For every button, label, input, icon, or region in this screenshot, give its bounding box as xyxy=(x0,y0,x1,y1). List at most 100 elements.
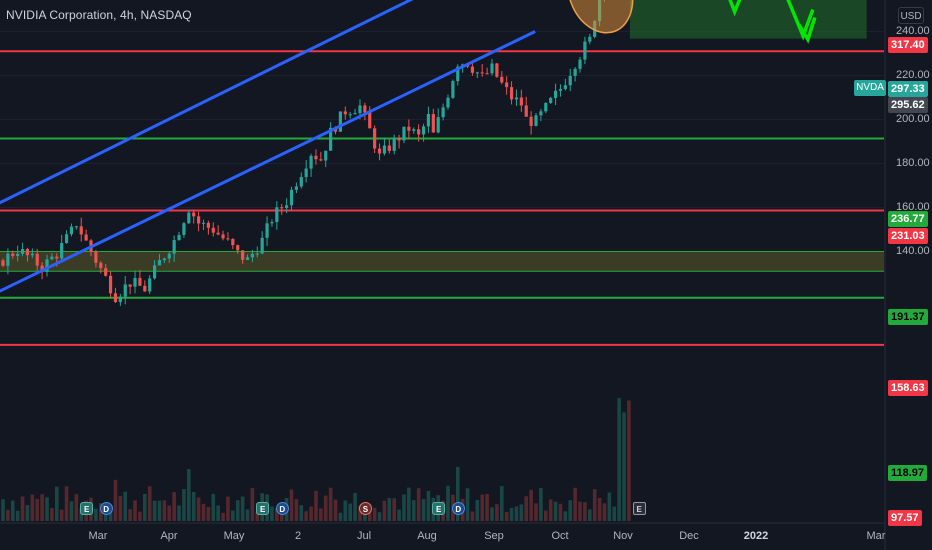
candle-body xyxy=(11,253,15,256)
volume-bar xyxy=(455,466,460,521)
take-profit-zone[interactable] xyxy=(629,0,867,39)
earnings-event-icon[interactable]: E xyxy=(432,502,446,515)
volume-bar xyxy=(30,494,35,521)
volume-bar xyxy=(392,498,396,521)
candle-body xyxy=(245,257,250,260)
volume-bar xyxy=(519,504,524,521)
volume-bar xyxy=(627,400,631,521)
volume-bar xyxy=(328,487,333,521)
price-tag: 295.62 xyxy=(888,97,928,113)
candle-body xyxy=(304,168,308,177)
candle-body xyxy=(539,111,543,116)
candle-body xyxy=(55,256,59,259)
price-tag: 97.57 xyxy=(888,510,922,526)
volume-bar xyxy=(470,511,475,521)
volume-bar xyxy=(245,509,250,521)
candle-body xyxy=(368,112,372,129)
highlight-ellipse[interactable] xyxy=(557,0,644,42)
candle-body xyxy=(446,97,450,108)
candle-body xyxy=(20,248,25,254)
volume-bar xyxy=(289,489,294,521)
candle-body xyxy=(211,227,215,233)
volume-bar xyxy=(304,511,308,521)
candle-body xyxy=(226,238,230,240)
volume-bar xyxy=(490,507,494,521)
volume-bar xyxy=(446,485,450,521)
volume-bar xyxy=(426,490,431,521)
projection-path[interactable] xyxy=(632,0,815,41)
volume-bar xyxy=(411,500,416,521)
candle-body xyxy=(441,107,445,118)
candle-body xyxy=(519,97,523,106)
volume-bar xyxy=(529,489,533,521)
volume-bar xyxy=(118,496,123,521)
candle-body xyxy=(1,260,5,266)
candle-body xyxy=(563,85,567,90)
candle-body xyxy=(79,226,83,235)
price-axis-label: 180.00 xyxy=(896,156,930,169)
candle-body xyxy=(69,226,74,235)
price-tag: 297.33 xyxy=(888,81,928,97)
price-tag: 231.03 xyxy=(888,228,928,244)
volume-bar xyxy=(480,494,485,521)
volume-bar xyxy=(588,509,592,521)
currency-button[interactable]: USD xyxy=(898,7,924,24)
candle-body xyxy=(162,258,166,261)
volume-bar xyxy=(377,512,382,521)
candle-body xyxy=(148,278,152,292)
volume-bar xyxy=(622,412,626,521)
volume-bar xyxy=(182,488,186,521)
candle-body xyxy=(104,268,108,276)
candle-body xyxy=(382,145,387,154)
candle-body xyxy=(250,253,254,258)
dividend-event-icon[interactable]: D xyxy=(275,502,289,515)
volume-bar xyxy=(578,501,582,521)
earnings-event-icon[interactable]: E xyxy=(632,502,646,515)
channel-lower-line[interactable] xyxy=(0,30,536,311)
volume-bar xyxy=(475,499,480,521)
time-axis-label: Nov xyxy=(613,530,633,542)
volume-bar xyxy=(353,492,357,521)
candle-body xyxy=(128,284,132,287)
volume-bar xyxy=(363,510,367,521)
volume-bar xyxy=(367,510,372,521)
candle-body xyxy=(470,66,475,73)
volume-bar xyxy=(495,504,499,521)
volume-bar xyxy=(162,500,167,521)
channel-upper-line[interactable] xyxy=(0,0,538,223)
volume-bar xyxy=(358,505,362,521)
volume-bar xyxy=(568,500,573,521)
earnings-event-icon[interactable]: E xyxy=(80,502,94,515)
volume-bar xyxy=(485,494,489,521)
split-event-icon[interactable]: S xyxy=(358,502,372,515)
time-axis-label: Mar xyxy=(866,530,886,542)
price-axis-label: 160.00 xyxy=(896,200,930,213)
volume-bar xyxy=(20,496,25,521)
volume-bar xyxy=(59,509,64,521)
earnings-event-icon[interactable]: E xyxy=(256,502,270,515)
time-axis-label: Dec xyxy=(679,530,699,542)
projection-arrowhead xyxy=(797,16,817,44)
volume-bar xyxy=(40,494,44,521)
candle-body xyxy=(192,212,196,217)
candle-body xyxy=(578,59,582,69)
volume-bar xyxy=(35,499,40,521)
candle-body xyxy=(373,128,377,149)
volume-bar xyxy=(309,506,313,521)
volume-bar xyxy=(152,500,157,521)
volume-bar xyxy=(338,512,343,521)
volume-bar xyxy=(167,505,172,521)
volume-bar xyxy=(74,494,79,521)
candle-body xyxy=(329,127,333,151)
candle-body xyxy=(505,82,509,88)
candle-body xyxy=(35,253,39,266)
volume-bar xyxy=(231,510,235,521)
candle-body xyxy=(353,113,357,115)
dividend-event-icon[interactable]: D xyxy=(451,502,465,515)
candle-body xyxy=(45,259,49,272)
time-axis-label: Jul xyxy=(356,530,372,542)
time-axis-label: 2022 xyxy=(743,530,769,542)
volume-bar xyxy=(69,501,74,521)
dividend-event-icon[interactable]: D xyxy=(99,502,113,515)
